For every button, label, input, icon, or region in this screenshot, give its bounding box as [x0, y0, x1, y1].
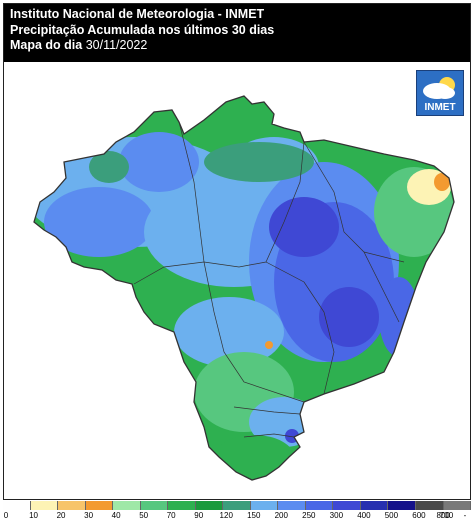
legend-tick-label: -: [463, 511, 467, 520]
legend-tick-label: 800: [436, 511, 450, 520]
border-sc: [243, 433, 295, 438]
legend-tick-label: 120: [219, 511, 233, 520]
legend-tick-label: 500: [384, 511, 399, 520]
field-roraima-teal: [89, 151, 129, 183]
border-pr: [233, 406, 301, 415]
field-southcentral-lightblue: [174, 297, 284, 367]
map-date: 30/11/2022: [85, 38, 148, 52]
border-am-pa: [178, 121, 205, 263]
legend-tick-label: 600: [412, 511, 426, 520]
border-ma-pi: [303, 141, 405, 263]
map-header: Instituto Nacional de Meteorologia - INM…: [4, 4, 470, 62]
legend-tick-label: 700: [439, 511, 454, 520]
field-northeast-orange: [434, 173, 450, 191]
field-west-blue: [44, 187, 154, 257]
inmet-logo-text: INMET: [424, 102, 456, 113]
product-title: Precipitação Acumulada nos últimos 30 di…: [10, 22, 275, 37]
legend-tick-label: 90: [194, 511, 204, 520]
field-north-blue: [119, 132, 199, 192]
legend-swatch: [360, 501, 389, 510]
legend-swatch: [3, 501, 31, 510]
legend-swatch: [333, 501, 361, 510]
legend-swatch: [415, 501, 444, 510]
field-amazon-teal: [204, 142, 314, 182]
legend-tick-label: 40: [111, 511, 121, 520]
legend-tick-label: 400: [357, 511, 371, 520]
legend-swatch: [30, 501, 59, 510]
legend-tick-label: 20: [56, 511, 66, 520]
border-ba: [363, 251, 400, 323]
legend-swatch: [250, 501, 279, 510]
legend-tick-label: 30: [84, 511, 94, 520]
border-pa-to: [265, 141, 305, 263]
map-frame: Instituto Nacional de Meteorologia - INM…: [3, 3, 471, 500]
map-date-prefix: Mapa do dia: [10, 38, 86, 52]
field-minas-darkblue: [319, 287, 379, 347]
legend-tick-label: 250: [302, 511, 316, 520]
legend-tick-label: 200: [274, 511, 288, 520]
precipitation-field: [34, 96, 454, 480]
legend-swatch: [223, 501, 251, 510]
weather-icon: [423, 77, 455, 99]
institution-title: Instituto Nacional de Meteorologia - INM…: [10, 7, 265, 21]
state-borders: [133, 121, 405, 438]
legend-tick-label: 10: [29, 511, 38, 520]
field-rs-green: [214, 435, 294, 479]
legend-tick-label: 50: [139, 511, 149, 520]
field-tocantins-darkblue: [269, 197, 339, 257]
legend-tick-label: 300: [329, 511, 344, 520]
map-date-line: Mapa do dia 30/11/2022: [10, 38, 464, 54]
legend-swatch: [168, 501, 196, 510]
legend-tick-label: 150: [247, 511, 261, 520]
legend-swatch: [113, 501, 141, 510]
legend-swatch: [443, 501, 472, 510]
border-go-mg: [265, 261, 335, 395]
legend-swatch: [305, 501, 334, 510]
legend-swatch: [388, 501, 416, 510]
precipitation-map: [4, 62, 470, 499]
legend-swatch: [58, 501, 86, 510]
border-mt-ms: [203, 261, 305, 403]
legend-swatch: [85, 501, 114, 510]
precipitation-legend: 0 10 20 30 40 50 70 90 120 150 200 250 300 400 500 600 7…: [3, 501, 472, 521]
inmet-logo: INMET: [416, 70, 464, 116]
legend-swatch: [278, 501, 306, 510]
legend-tick-labels: 0 10 20 30 40 50 70 90 120 150 200 250 300 400 500 600 7…: [3, 511, 471, 521]
field-ms-orange: [265, 341, 273, 349]
legend-color-bar: [3, 501, 472, 510]
legend-swatch: [195, 501, 224, 510]
legend-swatch: [140, 501, 169, 510]
legend-tick-label: 70: [166, 511, 176, 520]
legend-tick-label: 0: [3, 511, 9, 520]
